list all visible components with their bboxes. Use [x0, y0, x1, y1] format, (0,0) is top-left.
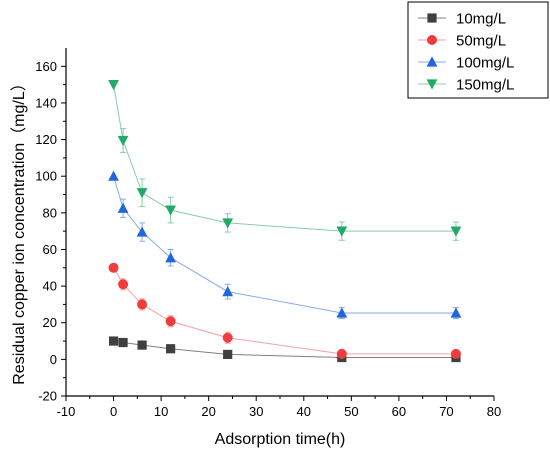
legend-label: 100mg/L	[456, 55, 514, 72]
data-point	[165, 252, 177, 263]
data-point	[222, 218, 234, 229]
data-point	[108, 170, 119, 181]
series-line	[113, 84, 456, 232]
data-point	[166, 344, 176, 354]
y-tick-label: 40	[43, 279, 57, 294]
series-100mg-l	[108, 170, 462, 320]
x-tick-label: 80	[487, 404, 501, 419]
series-10mg-l	[108, 336, 461, 363]
y-tick-label: 80	[43, 205, 57, 220]
y-tick-label: 0	[50, 352, 57, 367]
x-tick-label: 20	[201, 404, 215, 419]
series-line	[113, 176, 456, 314]
y-tick-label: 20	[43, 315, 57, 330]
data-point	[336, 226, 348, 237]
data-point	[336, 348, 347, 359]
data-point	[165, 205, 177, 216]
data-point	[117, 135, 129, 147]
data-point	[118, 279, 129, 290]
y-axis-label: Residual copper ion concentration（mg/L）	[10, 75, 28, 385]
legend-label: 10mg/L	[456, 11, 506, 28]
data-point	[136, 226, 148, 237]
data-point	[336, 307, 348, 318]
data-point	[450, 226, 462, 237]
x-tick-label: 10	[154, 404, 168, 419]
x-axis-label: Adsorption time(h)	[215, 431, 346, 448]
data-point	[118, 337, 128, 348]
x-tick-label: -10	[57, 404, 76, 419]
axes: -10 0 10 20 30 40 50 60 70 80 -20 0 20 40 60 80 100 120 14…	[35, 48, 501, 419]
y-tick-label: 140	[35, 95, 57, 110]
data-point	[165, 316, 176, 327]
legend-marker	[426, 56, 438, 67]
x-tick-label: 30	[249, 404, 263, 419]
x-tick-label: 50	[344, 404, 358, 419]
series-line	[113, 340, 456, 359]
x-tick-label: 60	[392, 404, 406, 419]
x-tick-label: 40	[297, 404, 311, 419]
legend: 10mg/L 50mg/L 100mg/L 150mg/L	[407, 1, 549, 99]
data-point	[108, 336, 119, 346]
y-tick-label: 100	[35, 169, 57, 184]
series-layer	[108, 80, 462, 363]
data-point	[136, 188, 148, 199]
y-tick-label: -20	[38, 389, 57, 404]
x-tick-label: 0	[110, 404, 117, 419]
legend-marker	[427, 13, 437, 23]
data-point	[137, 299, 148, 310]
series-150mg-l	[108, 80, 462, 241]
legend-marker	[427, 35, 437, 45]
legend-marker	[426, 79, 438, 90]
x-tick-label: 70	[439, 404, 453, 419]
data-point	[222, 332, 233, 343]
data-point	[450, 307, 462, 318]
data-point	[222, 286, 234, 297]
series-50mg-l	[108, 262, 461, 359]
legend-label: 50mg/L	[456, 33, 506, 50]
series-line	[113, 267, 456, 355]
data-point	[117, 202, 129, 213]
y-tick-label: 160	[35, 59, 57, 74]
data-point	[108, 80, 119, 91]
y-tick-label: 120	[35, 132, 57, 147]
data-point	[450, 348, 461, 359]
data-point	[223, 349, 233, 360]
legend-label: 150mg/L	[456, 77, 514, 94]
data-point	[108, 262, 119, 273]
data-point	[137, 340, 147, 350]
y-tick-label: 60	[43, 242, 57, 257]
